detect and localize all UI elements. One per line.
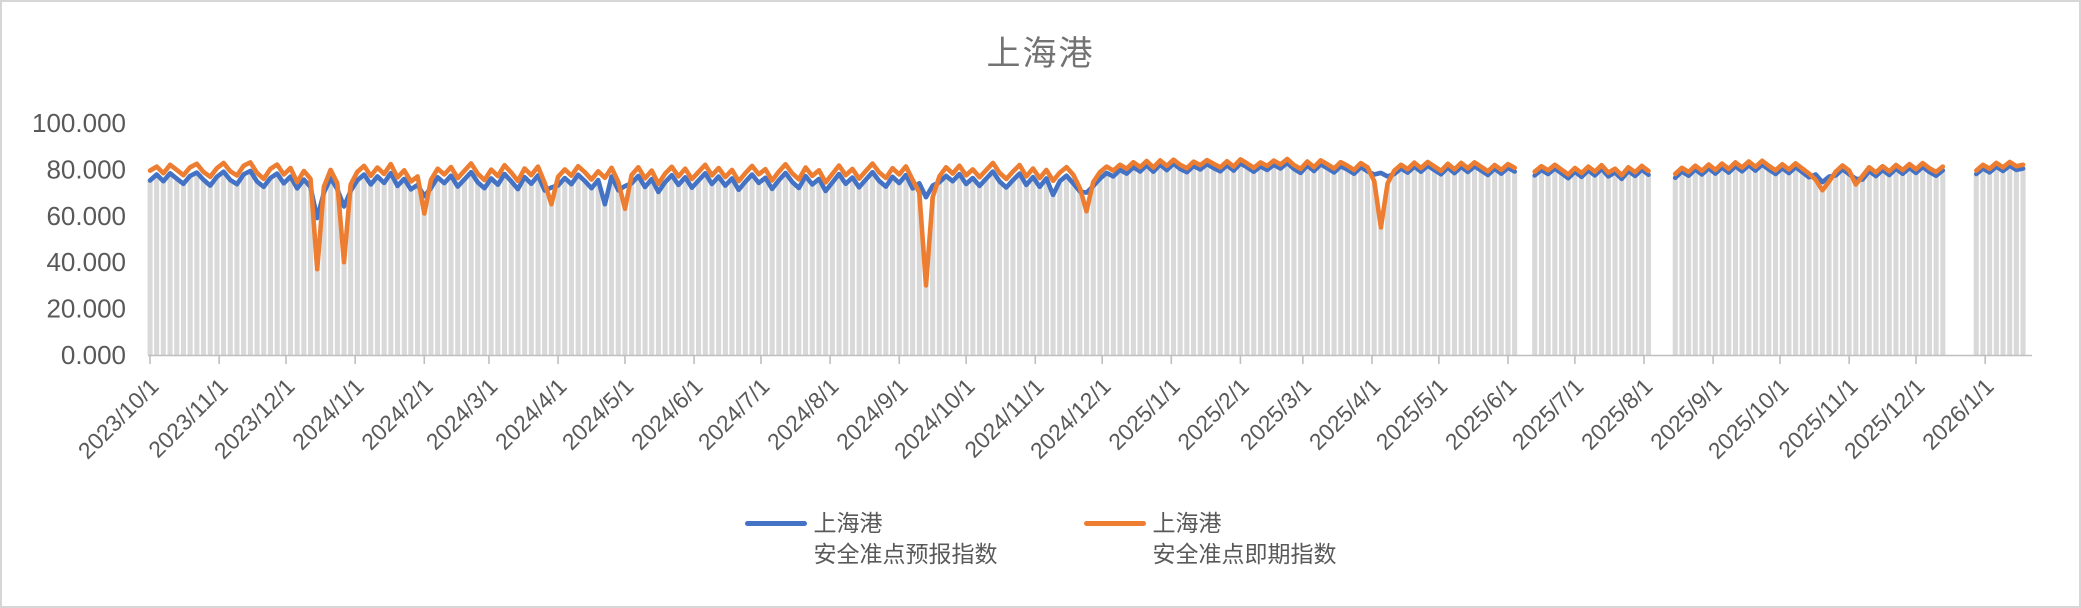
background-bars: [147, 162, 2026, 355]
x-axis-label: 2025/6/1: [1440, 373, 1522, 455]
legend: 上海港 安全准点预报指数 上海港 安全准点即期指数: [2, 508, 2079, 570]
legend-entry-spot: 上海港 安全准点即期指数: [1083, 508, 1337, 570]
x-axis-label: 2025/5/1: [1371, 373, 1453, 455]
legend-label-spot: 上海港 安全准点即期指数: [1153, 508, 1337, 570]
x-axis-label: 2024/1/1: [287, 373, 369, 455]
forecast-line-swatch-icon: [744, 521, 807, 526]
y-axis: 100.000 80.000 60.000 40.000 20.000 0.000: [32, 108, 126, 370]
x-axis-label: 2025/7/1: [1507, 373, 1589, 455]
x-axis: 2023/10/12023/11/12023/12/12024/1/12024/…: [73, 354, 2032, 464]
y-axis-label: 0.000: [61, 340, 126, 370]
legend-label-forecast: 上海港 安全准点预报指数: [814, 508, 998, 570]
legend-entry-forecast: 上海港 安全准点预报指数: [744, 508, 998, 570]
x-axis-label: 2024/3/1: [421, 373, 503, 455]
x-axis-label: 2024/6/1: [626, 373, 708, 455]
spot-line-swatch-icon: [1083, 521, 1146, 526]
x-axis-label: 2024/7/1: [693, 373, 775, 455]
chart-title: 上海港: [986, 35, 1095, 73]
y-axis-label: 80.000: [46, 154, 126, 184]
x-axis-label: 2025/1/1: [1103, 373, 1185, 455]
y-axis-label: 100.000: [32, 108, 126, 138]
y-axis-label: 60.000: [46, 201, 126, 231]
x-axis-label: 2024/8/1: [762, 373, 844, 455]
series-spot-line: [147, 156, 2026, 288]
y-axis-label: 20.000: [46, 294, 126, 324]
legend-forecast-line2: 安全准点预报指数: [813, 541, 998, 567]
x-axis-label: 2025/8/1: [1576, 373, 1658, 455]
x-axis-label: 2026/1/1: [1917, 373, 1999, 455]
legend-forecast-line1: 上海港: [813, 510, 883, 536]
legend-spot-line1: 上海港: [1152, 510, 1222, 536]
y-axis-label: 40.000: [46, 247, 126, 277]
legend-spot-line2: 安全准点即期指数: [1152, 541, 1337, 567]
x-axis-label: 2024/4/1: [490, 373, 572, 455]
x-axis-label: 2025/4/1: [1304, 373, 1386, 455]
x-axis-label: 2024/5/1: [557, 373, 639, 455]
series-forecast-line: [147, 160, 2026, 221]
